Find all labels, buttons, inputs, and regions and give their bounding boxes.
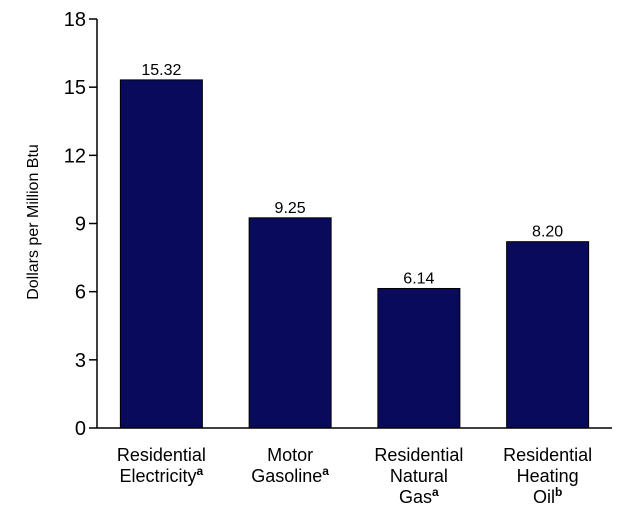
category-label: Residential Electricitya (117, 445, 206, 486)
y-tick-label: 18 (64, 9, 86, 31)
value-labels: 15.32 9.25 6.14 8.20 (141, 62, 563, 288)
y-tick-label: 15 (64, 77, 86, 99)
y-tick-label: 3 (75, 350, 86, 372)
data-label: 8.20 (532, 224, 563, 241)
category-labels: Residential Electricitya Motor Gasolinea Res… (117, 445, 592, 507)
y-tick-label: 12 (64, 145, 86, 167)
data-label: 6.14 (403, 270, 434, 287)
bar (506, 241, 590, 429)
bar (377, 287, 461, 429)
category-label: Residential Heating Oilb (503, 445, 592, 507)
category-label: Residential Natural Gasa (374, 445, 463, 507)
category-label: Motor Gasolinea (251, 445, 329, 486)
data-label: 15.32 (141, 62, 181, 79)
y-axis: 0 3 6 9 12 15 18 (64, 9, 98, 440)
y-tick-label: 9 (75, 214, 86, 236)
y-tick-label: 6 (75, 282, 86, 304)
bars (119, 79, 590, 429)
y-tick-label: 0 (75, 418, 86, 440)
bar (119, 79, 203, 429)
y-axis-title: Dollars per Million Btu (25, 144, 42, 300)
bar (248, 217, 332, 429)
data-label: 9.25 (275, 200, 306, 217)
